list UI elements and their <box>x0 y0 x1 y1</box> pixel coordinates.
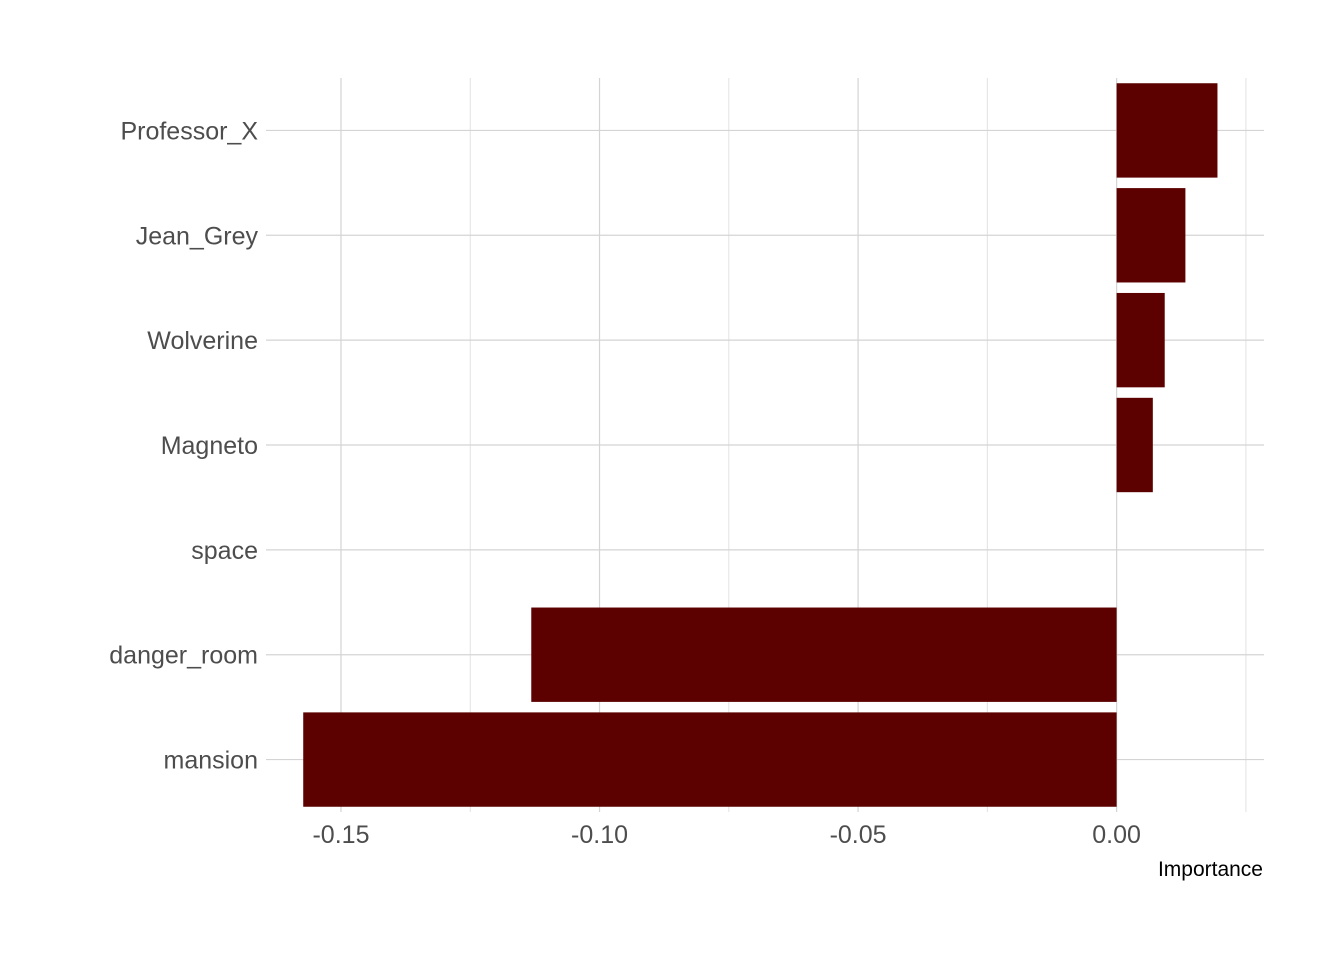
y-axis-tick-labels: Professor_X Jean_Grey Wolverine Magneto spac… <box>109 117 258 774</box>
y-tick-label: Wolverine <box>147 327 258 355</box>
y-tick-label: space <box>191 537 258 565</box>
bars <box>303 83 1218 807</box>
bar-wolverine <box>1116 292 1165 388</box>
bar-mansion <box>303 712 1117 807</box>
x-tick-label: 0.00 <box>1092 821 1141 849</box>
x-axis-tick-labels: -0.15 -0.10 -0.05 0.00 <box>312 821 1140 849</box>
x-axis-title: Importance <box>1158 858 1263 881</box>
y-tick-label: Professor_X <box>120 117 258 145</box>
bar-danger-room <box>531 607 1117 702</box>
y-tick-label: Magneto <box>161 432 258 460</box>
y-tick-label: mansion <box>164 747 259 775</box>
y-tick-label: Jean_Grey <box>136 222 259 250</box>
x-tick-label: -0.10 <box>571 821 628 849</box>
y-tick-label: danger_room <box>109 642 258 670</box>
bar-magneto <box>1116 397 1153 493</box>
bar-professor-x <box>1116 83 1218 178</box>
x-tick-label: -0.05 <box>830 821 887 849</box>
x-tick-label: -0.15 <box>312 821 369 849</box>
bar-jean-grey <box>1116 188 1186 283</box>
